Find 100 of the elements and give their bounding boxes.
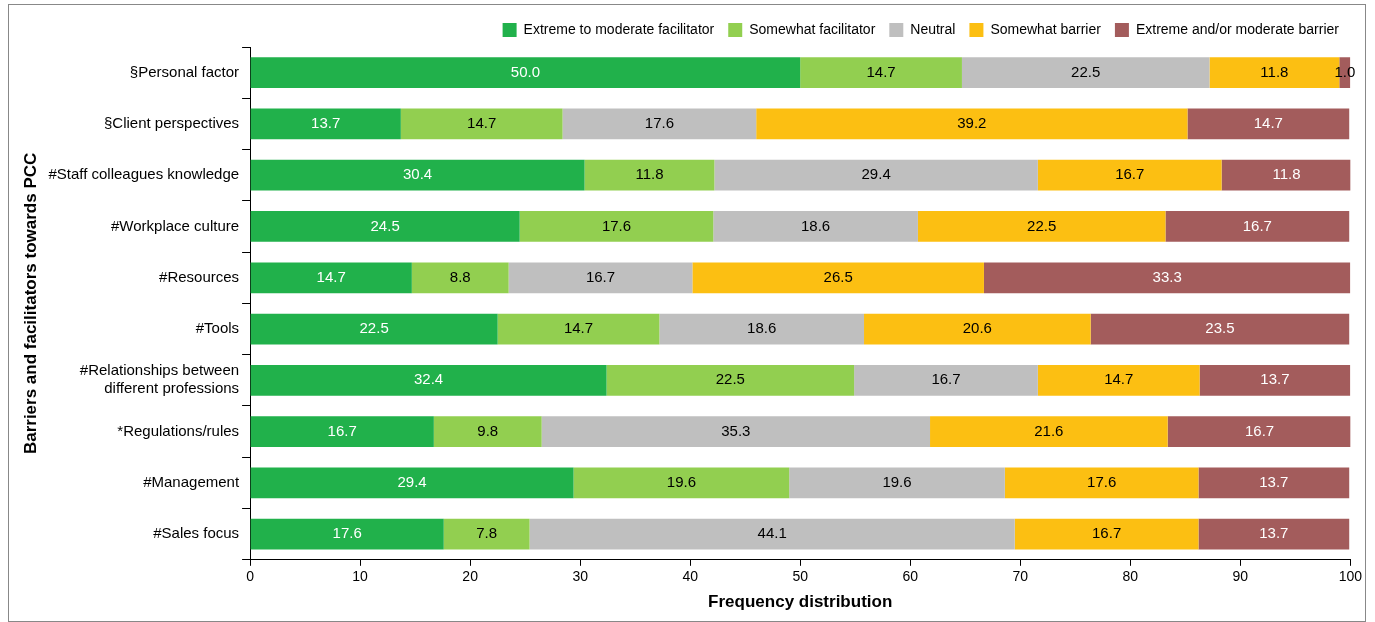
x-tick-label: 60 <box>902 568 919 585</box>
x-tick-label: 0 <box>246 568 255 585</box>
bar <box>573 467 790 499</box>
x-tick-label: 40 <box>682 568 699 585</box>
legend-label: Neutral <box>910 20 956 37</box>
bar <box>250 57 801 89</box>
bar <box>854 364 1038 396</box>
bar <box>864 313 1091 345</box>
x-tick-label: 80 <box>1122 568 1139 585</box>
y-tick-label: #Tools <box>195 319 240 337</box>
bar <box>1165 211 1350 242</box>
data-label: 11.8 <box>635 165 664 183</box>
data-label: 29.4 <box>397 473 427 491</box>
y-tick-label: #Sales focus <box>153 524 240 542</box>
data-label: 18.6 <box>801 216 831 234</box>
x-tick-label: 30 <box>572 568 589 585</box>
data-label: 17.6 <box>1087 473 1117 491</box>
bar <box>519 211 714 242</box>
data-label: 16.7 <box>1092 524 1122 542</box>
data-label: 13.7 <box>311 114 341 132</box>
bar <box>756 108 1188 140</box>
bar <box>1037 159 1222 191</box>
data-label: 44.1 <box>757 524 787 542</box>
data-label: 50.0 <box>510 62 540 80</box>
y-axis-title: Barriers and facilitators towards PCC <box>20 152 40 455</box>
x-tick-label: 20 <box>462 568 479 585</box>
bar <box>584 159 715 191</box>
bar <box>250 159 585 191</box>
legend-label: Somewhat facilitator <box>749 20 876 37</box>
data-label: 22.5 <box>1071 62 1101 80</box>
data-label: 16.7 <box>1244 421 1275 439</box>
data-label: 17.6 <box>644 114 674 132</box>
data-label: 13.7 <box>1260 370 1290 388</box>
data-label: 24.5 <box>370 216 400 234</box>
bar <box>508 262 693 294</box>
data-label: 16.7 <box>327 421 357 439</box>
y-tick-label: #Resources <box>159 267 240 285</box>
y-tick-label: §Personal factor <box>129 62 240 80</box>
bar <box>400 108 563 140</box>
data-label: 16.7 <box>931 370 961 388</box>
data-label: 14.7 <box>563 319 594 337</box>
data-label: 23.5 <box>1205 319 1235 337</box>
data-label: 16.7 <box>1242 216 1272 234</box>
bar <box>541 416 931 447</box>
x-tick-label: 70 <box>1012 568 1029 585</box>
data-label: 11.8 <box>1272 165 1301 183</box>
bar <box>562 108 757 140</box>
bar <box>433 416 542 447</box>
y-tick-label: #Workplace culture <box>110 216 240 234</box>
data-label: 17.6 <box>332 524 362 542</box>
data-label: 33.3 <box>1152 267 1182 285</box>
bar <box>411 262 509 294</box>
bar <box>961 57 1210 89</box>
bar <box>250 467 574 499</box>
data-label: 14.7 <box>316 267 346 285</box>
data-label: 14.7 <box>467 114 497 132</box>
bar <box>789 467 1005 499</box>
bar <box>1090 313 1350 345</box>
bar <box>250 262 412 294</box>
bar <box>1187 108 1350 140</box>
data-label: 14.7 <box>1253 114 1283 132</box>
data-label: 7.8 <box>476 524 498 542</box>
data-label: 18.6 <box>747 319 777 337</box>
bar <box>713 211 918 242</box>
legend-label: Extreme to moderate facilitator <box>523 20 715 37</box>
data-label: 13.7 <box>1259 473 1289 491</box>
data-label: 16.7 <box>1115 165 1145 183</box>
legend-label: Somewhat barrier <box>990 20 1102 37</box>
bar <box>443 518 530 550</box>
data-label: 17.6 <box>601 216 632 234</box>
data-label: 19.6 <box>666 473 696 491</box>
x-tick-label: 10 <box>352 568 369 585</box>
bar <box>714 159 1038 191</box>
y-tick-label: #Staff colleagues knowledge <box>48 165 240 183</box>
bar <box>606 364 855 396</box>
legend-label: Extreme and/or moderate barrier <box>1135 20 1340 37</box>
bar <box>1004 467 1199 499</box>
data-label: 21.6 <box>1034 421 1064 439</box>
bar <box>250 364 607 396</box>
bar <box>1221 159 1351 191</box>
y-tick-label: §Client perspectives <box>104 114 240 132</box>
bar <box>497 313 660 345</box>
y-tick-label: #Management <box>143 473 240 491</box>
bar <box>800 57 962 89</box>
bar <box>930 416 1168 447</box>
bar <box>529 518 1015 550</box>
y-tick-label: #Relationships between different professions <box>79 361 240 397</box>
data-label: 35.3 <box>721 421 751 439</box>
bar <box>659 313 865 345</box>
x-axis-title: Frequency distribution <box>708 592 893 612</box>
x-tick-label: 100 <box>1338 568 1363 585</box>
data-label: 13.7 <box>1259 524 1289 542</box>
x-tick-label: 50 <box>792 568 809 585</box>
data-label: 14.7 <box>1104 370 1134 388</box>
data-label: 39.2 <box>957 114 987 132</box>
data-label: 32.4 <box>413 370 444 388</box>
bar <box>250 108 401 140</box>
data-label: 22.5 <box>715 370 745 388</box>
data-label: 8.8 <box>449 267 471 285</box>
data-label: 22.5 <box>359 319 389 337</box>
